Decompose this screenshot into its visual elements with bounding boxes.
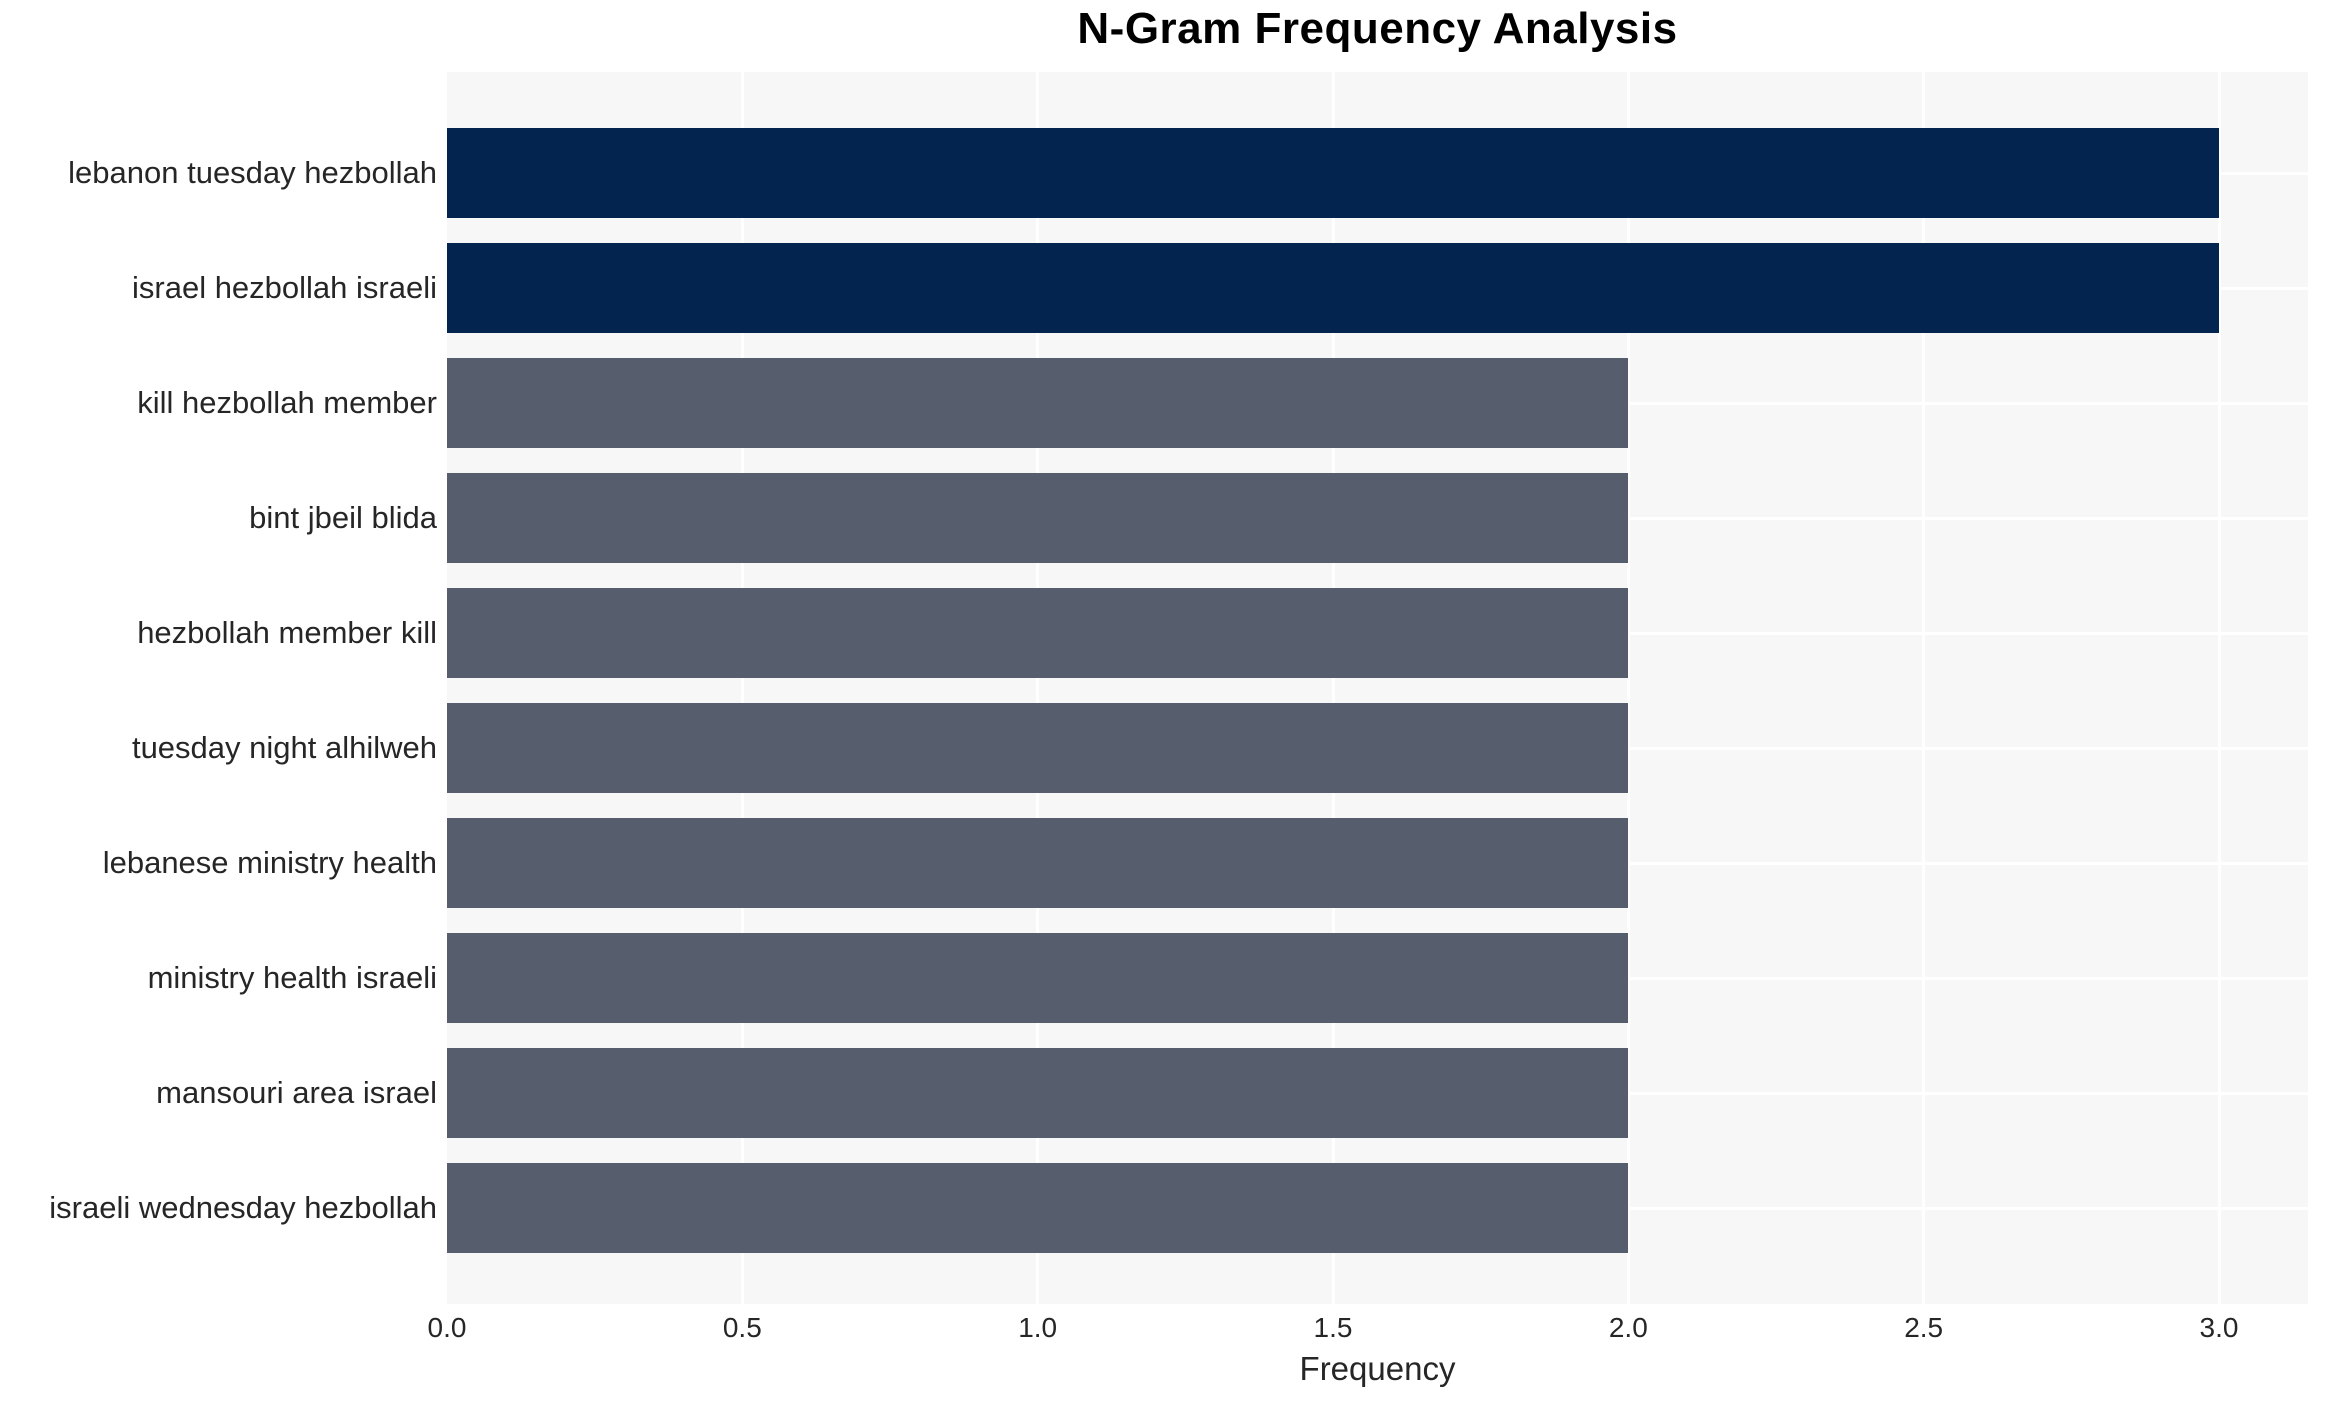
y-tick-label: lebanese ministry health bbox=[102, 845, 437, 880]
x-axis-title: Frequency bbox=[1299, 1350, 1456, 1387]
bar-hezbollah-member-kill bbox=[447, 588, 1629, 678]
bar-lebanon-tuesday-hezbollah bbox=[447, 128, 2219, 218]
x-gridline-1.0 bbox=[1036, 72, 1040, 1304]
y-tick-label: hezbollah member kill bbox=[137, 615, 437, 650]
y-tick-label: ministry health israeli bbox=[147, 960, 437, 995]
x-gridline-2.0 bbox=[1626, 72, 1630, 1304]
y-tick-label: mansouri area israel bbox=[156, 1075, 437, 1110]
bar-ministry-health-israeli bbox=[447, 933, 1629, 1023]
x-tick-label: 1.0 bbox=[1018, 1312, 1058, 1343]
bar-israeli-wednesday-hezbollah bbox=[447, 1163, 1629, 1253]
x-tick-label: 0.0 bbox=[427, 1312, 467, 1343]
y-tick-label: tuesday night alhilweh bbox=[131, 730, 437, 765]
bar-lebanese-ministry-health bbox=[447, 818, 1629, 908]
bar-bint-jbeil-blida bbox=[447, 473, 1629, 563]
y-tick-label: bint jbeil blida bbox=[249, 500, 437, 535]
plot-area bbox=[447, 72, 2308, 1304]
bar-mansouri-area-israel bbox=[447, 1048, 1629, 1138]
y-tick-label: israeli wednesday hezbollah bbox=[49, 1190, 437, 1225]
x-gridline-2.5 bbox=[1922, 72, 1926, 1304]
bar-kill-hezbollah-member bbox=[447, 358, 1629, 448]
x-gridline-3.0 bbox=[2217, 72, 2221, 1304]
x-tick-label: 3.0 bbox=[2199, 1312, 2239, 1343]
bar-tuesday-night-alhilweh bbox=[447, 703, 1629, 793]
x-tick-label: 2.5 bbox=[1904, 1312, 1944, 1343]
chart-title: N-Gram Frequency Analysis bbox=[1077, 4, 1678, 53]
x-gridline-1.5 bbox=[1331, 72, 1335, 1304]
x-tick-label: 2.0 bbox=[1608, 1312, 1648, 1343]
x-gridline-0.5 bbox=[740, 72, 744, 1304]
x-tick-label: 0.5 bbox=[722, 1312, 762, 1343]
y-tick-label: lebanon tuesday hezbollah bbox=[68, 155, 437, 190]
x-tick-label: 1.5 bbox=[1313, 1312, 1353, 1343]
y-tick-label: kill hezbollah member bbox=[137, 385, 437, 420]
bar-israel-hezbollah-israeli bbox=[447, 243, 2219, 333]
y-tick-label: israel hezbollah israeli bbox=[132, 270, 437, 305]
